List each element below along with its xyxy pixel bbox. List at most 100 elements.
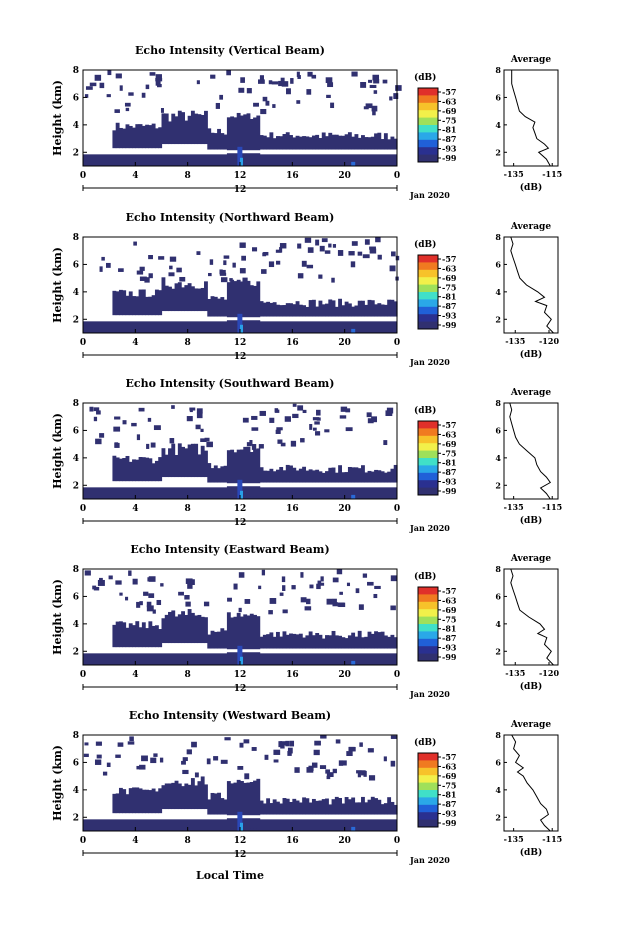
x-tick-label: 0	[394, 670, 400, 680]
echo-cell	[351, 467, 356, 483]
echo-cell	[240, 281, 244, 331]
echo-speck	[155, 77, 163, 82]
colorbar-segment	[418, 594, 438, 603]
echo-speck	[84, 742, 89, 746]
echo-cell	[164, 454, 169, 478]
echo-speck	[185, 578, 193, 584]
echo-speck	[280, 77, 285, 84]
average-y-tick-label: 6	[495, 92, 501, 102]
echo-speck	[148, 255, 153, 260]
echo-cell	[279, 305, 284, 317]
echo-cell	[367, 137, 372, 150]
echo-cell	[197, 114, 202, 145]
echo-speck	[83, 753, 89, 758]
echo-speck	[115, 754, 121, 758]
echo-cell	[374, 631, 378, 649]
echo-speck	[128, 92, 134, 96]
echo-speck	[304, 606, 312, 611]
echo-cell	[190, 443, 195, 478]
echo-speck	[148, 273, 153, 279]
echo-cell	[207, 463, 212, 483]
y-axis-label: Height (km)	[51, 579, 64, 655]
echo-cell	[344, 797, 349, 815]
colorbar-tick-label: -81	[442, 125, 456, 135]
x-tick-label: 0	[80, 171, 86, 181]
echo-speck	[251, 747, 257, 751]
echo-cell	[344, 301, 349, 317]
echo-cell	[275, 801, 280, 815]
colorbar-frame	[417, 586, 439, 662]
echo-cell	[282, 470, 287, 483]
echo-cell	[325, 635, 329, 649]
echo-speck	[136, 601, 141, 608]
echo-cell	[164, 285, 169, 312]
echo-speck	[224, 737, 231, 741]
echo-speck	[238, 87, 245, 93]
echo-speck	[206, 758, 211, 765]
echo-cell	[390, 299, 395, 317]
echo-cell	[390, 801, 395, 815]
echo-speck	[239, 268, 246, 274]
x-tick-label: 16	[286, 171, 299, 181]
echo-speck	[316, 417, 321, 421]
echo-speck	[348, 746, 355, 752]
echo-speck	[324, 250, 331, 254]
echo-speck	[215, 102, 220, 109]
echo-cell	[377, 470, 382, 483]
colorbar-frame	[417, 420, 439, 496]
echo-speck	[220, 277, 228, 283]
echo-cell	[168, 448, 172, 478]
y-axis-label: Height (km)	[51, 80, 64, 156]
echo-cell	[289, 802, 293, 815]
average-y-tick-label: 6	[495, 591, 501, 601]
colorbar-tick-label: -63	[442, 429, 457, 439]
colorbar-segment	[418, 299, 438, 308]
echo-cell	[187, 784, 192, 810]
average-x-tick-label: -115	[542, 169, 562, 179]
echo-cell	[233, 281, 238, 331]
echo-cell	[210, 468, 215, 483]
echo-core-late	[351, 328, 356, 333]
echo-cell	[305, 798, 310, 815]
colorbar-tick-label: -87	[442, 134, 456, 144]
echo-cell	[361, 796, 365, 815]
echo-speck	[365, 103, 373, 109]
echo-cell	[331, 300, 336, 317]
echo-cell	[171, 610, 176, 644]
echo-cell	[226, 117, 231, 164]
echo-speck	[340, 406, 348, 412]
echo-cell	[295, 301, 300, 317]
echo-speck	[152, 609, 156, 614]
echo-speck	[284, 416, 291, 422]
echo-cell	[285, 132, 290, 150]
echo-cell	[318, 471, 323, 483]
echo-speck	[309, 584, 314, 589]
echo-speck	[371, 416, 378, 423]
panel-2: Echo Intensity (Southward Beam) 2 4 6 8 Heigh…	[51, 377, 562, 533]
echo-cell	[207, 634, 212, 649]
echo-gap	[103, 815, 357, 819]
echo-cell	[266, 470, 271, 483]
echo-cell	[243, 282, 248, 331]
echo-speck	[261, 269, 267, 274]
echo-cell	[292, 137, 297, 150]
echo-cell	[253, 449, 257, 497]
echo-cell	[230, 783, 235, 829]
echo-cell	[249, 118, 254, 164]
echo-speck	[325, 769, 330, 774]
average-title: Average	[510, 554, 551, 564]
colorbar-tick-label: -81	[442, 292, 456, 302]
echo-speck	[125, 107, 130, 112]
echo-cell	[377, 132, 382, 150]
echo-cell	[181, 287, 185, 312]
echo-speck	[311, 74, 317, 79]
echo-speck	[153, 753, 158, 757]
echo-cell	[132, 787, 136, 814]
echo-core-strong	[240, 490, 243, 499]
average-profile-line	[510, 568, 554, 666]
echo-cell	[357, 630, 362, 649]
echo-speck	[141, 92, 146, 98]
colorbar-segment	[418, 154, 438, 163]
echo-cell	[308, 300, 313, 317]
echo-speck	[390, 575, 398, 582]
